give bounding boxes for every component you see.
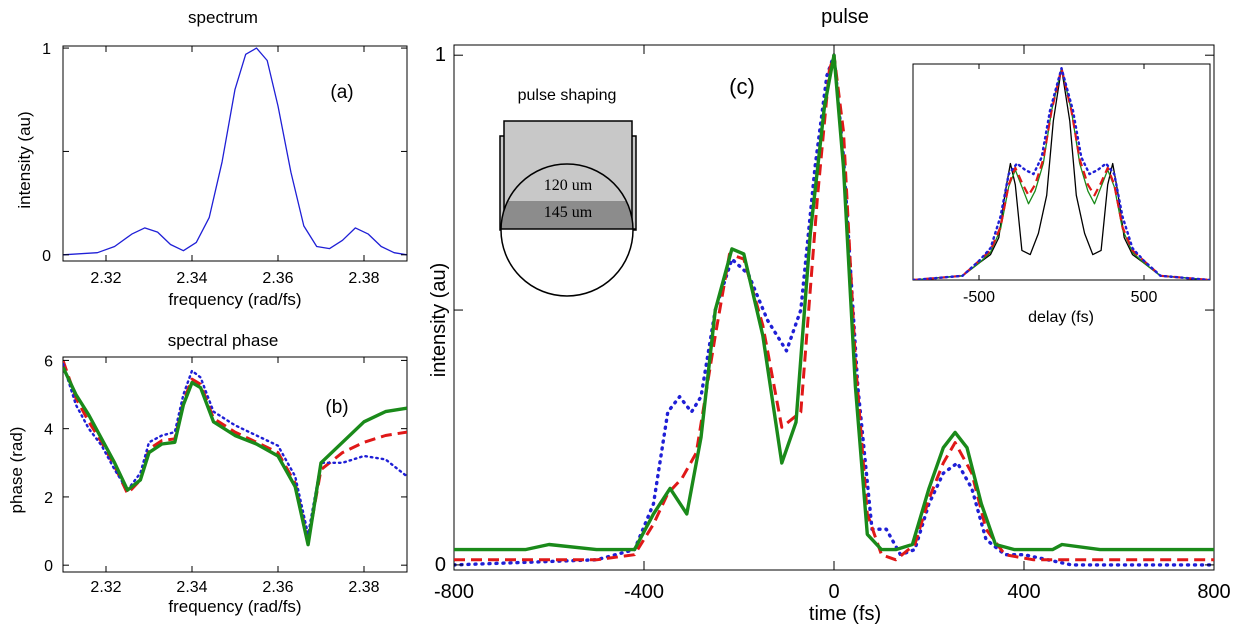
beam-outline bbox=[500, 163, 634, 297]
inset-x-axis-label: delay (fs) bbox=[1028, 309, 1094, 326]
pulse-shaping-schematic: pulse shaping 120 um 145 um bbox=[499, 87, 637, 297]
series-layer bbox=[63, 359, 407, 547]
y-axis-label: phase (rad) bbox=[7, 427, 26, 514]
y-tick-label: 2 bbox=[44, 490, 53, 507]
tick-layer: 2.32 2.34 2.36 2.38 0 1 bbox=[42, 41, 407, 287]
x-tick-label: -400 bbox=[624, 581, 664, 603]
x-axis-label: time (fs) bbox=[809, 603, 881, 625]
y-axis-label: intensity (au) bbox=[428, 263, 450, 378]
y-axis-label: intensity (au) bbox=[15, 111, 34, 208]
chart-title: pulse bbox=[821, 6, 869, 28]
x-tick-label: 2.34 bbox=[176, 579, 207, 596]
beam-overlap-region bbox=[501, 201, 633, 229]
tick-layer: 2.32 2.34 2.36 2.38 0 2 4 6 bbox=[44, 353, 407, 596]
autocorrelation-inset: -500 500 delay (fs) bbox=[912, 63, 1211, 326]
x-tick-label: 2.34 bbox=[176, 270, 207, 287]
y-tick-label: 6 bbox=[44, 353, 53, 370]
x-tick-label: 2.38 bbox=[348, 579, 379, 596]
tick-layer: -500 500 bbox=[963, 64, 1157, 306]
y-tick-label: 0 bbox=[42, 248, 51, 265]
series-line-3 bbox=[63, 366, 407, 547]
thickness-label-120: 120 um bbox=[544, 177, 593, 194]
inset-background bbox=[913, 64, 1210, 280]
panel-label: (b) bbox=[325, 397, 348, 418]
y-tick-label: 1 bbox=[435, 44, 446, 66]
series-layer bbox=[63, 47, 407, 256]
chart-title: spectrum bbox=[188, 8, 258, 27]
plot-frame bbox=[62, 356, 408, 573]
x-tick-label: 2.38 bbox=[348, 270, 379, 287]
series-line-3 bbox=[913, 67, 1210, 280]
inset-frame bbox=[912, 63, 1211, 281]
tick-layer: -800 -400 0 400 800 0 1 bbox=[434, 44, 1231, 603]
series-line-4 bbox=[913, 66, 1210, 280]
panel-label: (c) bbox=[729, 74, 755, 99]
y-tick-label: 1 bbox=[42, 41, 51, 58]
y-tick-label: 4 bbox=[44, 422, 53, 439]
x-tick-label: 500 bbox=[1131, 289, 1158, 306]
x-tick-label: 400 bbox=[1007, 581, 1040, 603]
series-line-1 bbox=[63, 359, 407, 543]
x-tick-label: 2.32 bbox=[90, 270, 121, 287]
plot-frame bbox=[62, 45, 408, 262]
series-line-3 bbox=[454, 53, 1214, 552]
x-tick-label: -500 bbox=[963, 289, 995, 306]
series-layer bbox=[913, 66, 1210, 280]
spectrum-panel: spectrum 2.32 2.34 2.36 2.38 0 1 (a) frequenc… bbox=[15, 8, 408, 309]
series-line-1 bbox=[63, 47, 407, 256]
x-tick-label: 0 bbox=[828, 581, 839, 603]
x-axis-label: frequency (rad/fs) bbox=[168, 597, 301, 616]
schematic-title: pulse shaping bbox=[518, 87, 617, 104]
x-tick-label: 2.32 bbox=[90, 579, 121, 596]
x-tick-label: 800 bbox=[1197, 581, 1230, 603]
x-axis-label: frequency (rad/fs) bbox=[168, 290, 301, 309]
series-layer bbox=[454, 53, 1214, 567]
panel-label: (a) bbox=[330, 82, 353, 103]
pulse-panel: pulse -800 -400 0 400 800 0 1 (c) time (fs) in… bbox=[428, 6, 1231, 625]
y-tick-label: 0 bbox=[435, 554, 446, 576]
x-tick-label: 2.36 bbox=[262, 270, 293, 287]
x-tick-label: -800 bbox=[434, 581, 474, 603]
y-tick-label: 0 bbox=[44, 558, 53, 575]
series-line-2 bbox=[63, 362, 407, 536]
chart-title: spectral phase bbox=[168, 331, 279, 350]
x-tick-label: 2.36 bbox=[262, 579, 293, 596]
thickness-label-145: 145 um bbox=[544, 204, 593, 221]
